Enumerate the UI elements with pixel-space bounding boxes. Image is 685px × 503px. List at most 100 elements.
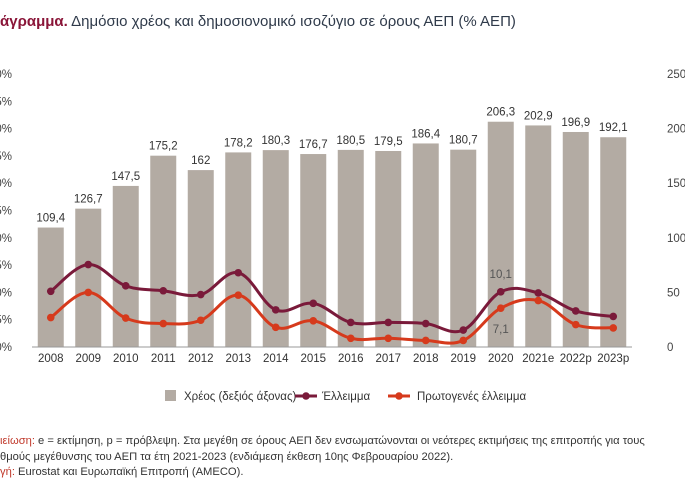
note-key: ιείωση: xyxy=(0,435,35,447)
debt-bar xyxy=(450,149,477,347)
primary-deficit-point xyxy=(609,324,618,332)
left-axis-tick-label: 5% xyxy=(0,315,12,327)
deficit-line xyxy=(49,263,614,334)
right-axis-tick-label: 250 xyxy=(667,69,685,81)
primary-deficit-point xyxy=(84,288,93,297)
debt-bar xyxy=(600,137,627,347)
left-axis-tick-label: 30% xyxy=(0,178,12,190)
debt-bar-label: 109,4 xyxy=(36,213,65,225)
debt-bar xyxy=(525,125,552,347)
x-axis-tick-label: 2018 xyxy=(413,353,439,365)
deficit-point xyxy=(609,312,618,321)
debt-bar-label: 202,9 xyxy=(524,110,553,122)
note-line-1: ιείωση: e = εκτίμηση, p = πρόβλεψη. Στα … xyxy=(0,434,645,450)
debt-bar-label: 186,4 xyxy=(411,128,440,140)
debt-bar xyxy=(37,227,64,347)
left-axis-tick-label: 45% xyxy=(0,96,12,108)
debt-bar-label: 180,7 xyxy=(449,135,478,147)
x-axis-tick-label: 2013 xyxy=(225,353,251,365)
left-axis-tick-label: 15% xyxy=(0,260,12,272)
debt-bar xyxy=(337,149,364,347)
primary-deficit-point xyxy=(571,320,580,329)
debt-bar xyxy=(300,154,327,347)
x-axis-tick-label: 2016 xyxy=(338,353,364,365)
right-axis-tick-label: 50 xyxy=(667,287,680,299)
source-key: γή: xyxy=(0,466,15,478)
chart-title-text: Δημόσιο χρέος και δημοσιονομικό ισοζύγιο… xyxy=(71,13,516,30)
deficit-point xyxy=(121,282,130,290)
debt-bar-label: 180,5 xyxy=(336,135,365,147)
deficit-point xyxy=(234,268,243,277)
primary-deficit-point xyxy=(421,336,430,345)
debt-bar xyxy=(225,152,252,347)
debt-bar-label: 196,9 xyxy=(561,117,590,129)
primary-deficit-line xyxy=(49,290,614,345)
x-axis-tick-label: 2023p xyxy=(597,353,629,365)
x-axis-tick-label: 2019 xyxy=(450,353,476,365)
x-axis-tick-label: 2010 xyxy=(113,353,139,365)
primary-deficit-point xyxy=(46,313,55,322)
deficit-point xyxy=(534,289,543,297)
note-text: e = εκτίμηση, p = πρόβλεψη. Στα μεγέθη σ… xyxy=(34,435,645,447)
left-axis-tick-label: 0% xyxy=(0,342,12,354)
deficit-point xyxy=(46,287,55,296)
deficit-point xyxy=(271,306,280,314)
notes: ιείωση: e = εκτίμηση, p = πρόβλεψη. Στα … xyxy=(0,434,645,481)
left-axis-tick-label: 40% xyxy=(0,124,12,136)
debt-bar-label: 175,2 xyxy=(149,141,178,153)
primary-deficit-point xyxy=(459,336,468,345)
right-axis-tick-label: 200 xyxy=(667,124,685,136)
deficit-point xyxy=(571,307,580,315)
source-line: γή: Eurostat και Ευρωπαϊκή Επιτροπή (AME… xyxy=(0,465,645,481)
debt-bar-label: 206,3 xyxy=(486,107,515,119)
debt-bar-label: 179,5 xyxy=(374,136,403,148)
debt-bar-label: 178,2 xyxy=(224,137,253,149)
legend-label-debt: Χρέος (δεξιός άξονας) xyxy=(184,391,296,403)
debt-bar xyxy=(75,208,102,347)
deficit-point xyxy=(459,326,468,334)
left-axis-tick-label: 50% xyxy=(0,69,12,81)
x-axis-tick-label: 2014 xyxy=(263,353,289,365)
chart: 0% 5% 10% 15% 20% 25% 30% 35% 40% 45% 50% 0 50 100 150… xyxy=(0,69,685,403)
x-axis-tick-label: 2011 xyxy=(151,353,176,365)
debt-bar xyxy=(375,150,402,347)
x-axis-tick-label: 2009 xyxy=(75,353,101,365)
right-axis-tick-label: 0 xyxy=(667,342,673,354)
x-axis-tick-label: 2008 xyxy=(38,353,64,365)
legend-label-deficit: Έλλειμμα xyxy=(321,391,370,403)
primary-deficit-point xyxy=(196,316,205,325)
left-axis-tick-label: 10% xyxy=(0,287,12,299)
x-axis-tick-label: 2015 xyxy=(300,353,326,365)
legend-marker-deficit xyxy=(302,392,310,400)
deficit-point xyxy=(421,319,430,328)
deficit-point xyxy=(384,318,393,327)
primary-deficit-data-label: 7,1 xyxy=(493,324,509,336)
x-axis-tick-label: 2021e xyxy=(522,353,554,365)
primary-deficit-point xyxy=(234,291,243,299)
x-axis-tick-label: 2017 xyxy=(375,353,401,365)
left-axis-tick-label: 35% xyxy=(0,151,12,163)
primary-deficit-point xyxy=(534,296,543,305)
deficit-data-label: 10,1 xyxy=(490,269,512,281)
primary-deficit-point xyxy=(346,334,355,343)
legend-swatch-debt xyxy=(165,390,176,401)
chart-title-lead: άγραμμα. xyxy=(0,13,68,30)
debt-bar-label: 176,7 xyxy=(299,139,328,151)
legend-label-primary-deficit: Πρωτογενές έλλειμμα xyxy=(417,391,526,403)
left-axis-tick-label: 25% xyxy=(0,206,12,218)
primary-deficit-point xyxy=(384,334,393,343)
debt-bar-label: 126,7 xyxy=(74,194,103,206)
right-axis-tick-label: 150 xyxy=(667,178,685,190)
deficit-point xyxy=(196,290,205,299)
debt-bar-label: 192,1 xyxy=(599,122,628,134)
left-axis-tick-label: 20% xyxy=(0,233,12,245)
source-text: Eurostat και Ευρωπαϊκή Επιτροπή (AMECO). xyxy=(14,466,244,478)
debt-bar-label: 180,3 xyxy=(261,135,290,147)
x-axis-tick-label: 2012 xyxy=(188,353,214,365)
debt-bar-label: 162 xyxy=(191,155,210,167)
debt-bar xyxy=(262,150,289,347)
debt-bar-label: 147,5 xyxy=(111,171,140,183)
deficit-point xyxy=(159,286,168,295)
note-line-2: θμούς μεγέθυνσης του ΑΕΠ τα έτη 2021-202… xyxy=(0,450,454,463)
deficit-point xyxy=(84,260,93,269)
